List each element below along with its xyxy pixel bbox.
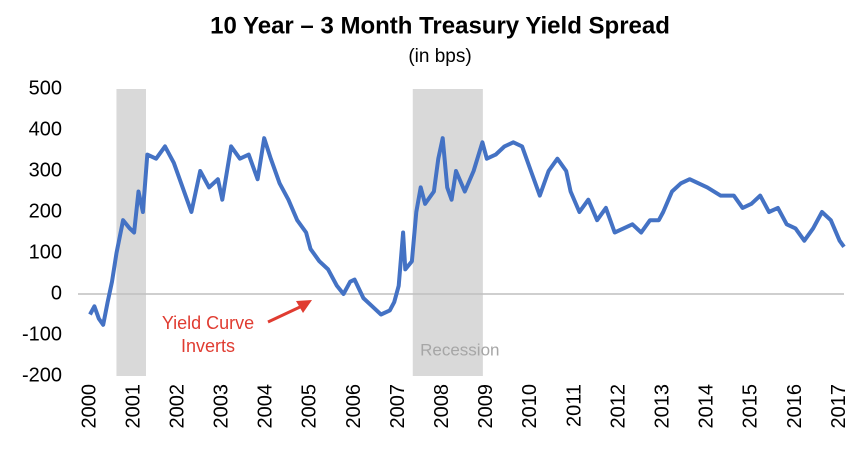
x-tick-label: 2003 bbox=[211, 384, 233, 429]
x-tick-label: 2004 bbox=[255, 384, 277, 429]
x-tick-label: 2012 bbox=[607, 384, 629, 429]
annotation-text: Inverts bbox=[181, 336, 235, 356]
x-tick-label: 2005 bbox=[299, 384, 321, 429]
y-tick-label: 0 bbox=[51, 282, 62, 304]
y-tick-label: 200 bbox=[29, 200, 62, 222]
recession-label: Recession bbox=[420, 340, 499, 359]
y-tick-label: -200 bbox=[22, 364, 62, 386]
x-tick-label: 2013 bbox=[651, 384, 673, 429]
y-tick-label: 100 bbox=[29, 241, 62, 263]
x-tick-label: 2006 bbox=[343, 384, 365, 429]
x-tick-label: 2014 bbox=[696, 384, 718, 429]
x-tick-label: 2015 bbox=[740, 384, 762, 429]
y-tick-label: 300 bbox=[29, 159, 62, 181]
chart-title: 10 Year – 3 Month Treasury Yield Spread bbox=[210, 12, 670, 39]
y-tick-label: 400 bbox=[29, 118, 62, 140]
x-tick-label: 2002 bbox=[166, 384, 188, 429]
annotation-arrow bbox=[267, 305, 301, 324]
x-tick-label: 2017 bbox=[828, 384, 850, 429]
chart-subtitle: (in bps) bbox=[408, 46, 471, 67]
spread-line bbox=[88, 136, 846, 327]
y-tick-label: 500 bbox=[29, 77, 62, 99]
annotation-arrowhead bbox=[296, 300, 312, 313]
x-tick-label: 2009 bbox=[475, 384, 497, 429]
x-tick-label: 2008 bbox=[431, 384, 453, 429]
y-tick-label: -100 bbox=[22, 323, 62, 345]
x-tick-label: 2007 bbox=[387, 384, 409, 429]
x-tick-label: 2000 bbox=[78, 384, 100, 429]
recession-band bbox=[412, 89, 483, 376]
x-tick-label: 2011 bbox=[563, 384, 585, 427]
x-tick-label: 2016 bbox=[784, 384, 806, 429]
annotation-text: Yield Curve bbox=[162, 313, 254, 333]
x-tick-label: 2010 bbox=[519, 384, 541, 429]
x-tick-label: 2001 bbox=[122, 384, 144, 429]
